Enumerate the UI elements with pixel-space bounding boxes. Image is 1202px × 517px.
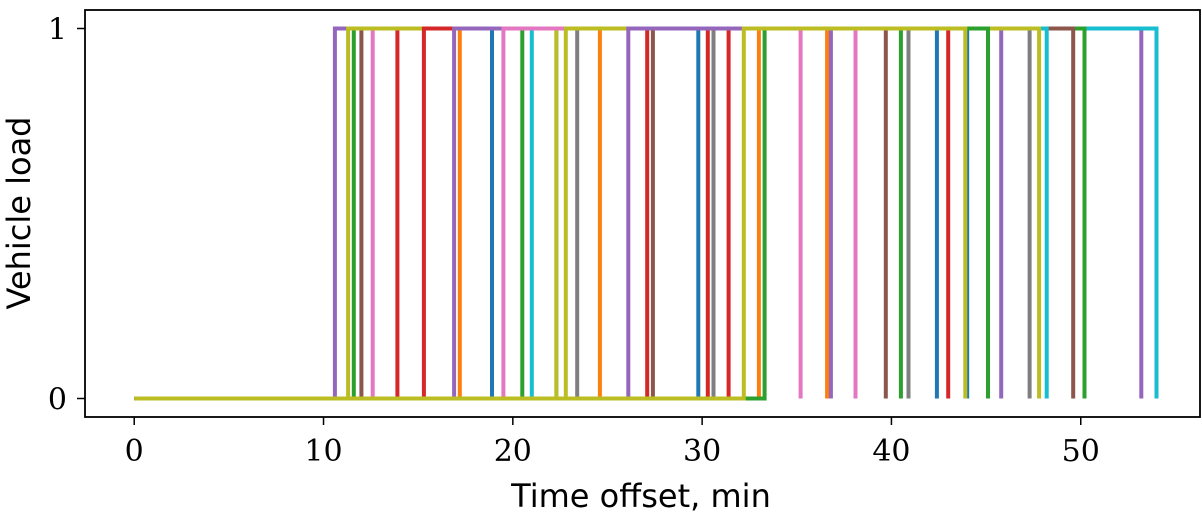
x-tick-label: 40 [872,434,910,469]
series-line-16 [134,26,939,401]
series-line-6 [134,26,970,401]
series-line-5 [134,26,830,401]
series-line-19 [134,26,1042,401]
series-line-12 [134,26,761,401]
x-axis: 0 10 20 30 40 50 [125,417,1100,469]
series-line-22 [134,26,833,401]
series-line-0 [134,26,1144,401]
x-axis-label: Time offset, min [510,477,771,515]
x-tick-label: 50 [1062,434,1100,469]
series-line-20 [134,26,710,401]
series-line-3 [134,26,1076,401]
series-line-14 [134,26,888,401]
x-tick-label: 20 [494,434,532,469]
y-axis: 01 [48,13,85,418]
series-line-7 [134,26,858,401]
x-tick-label: 10 [304,434,342,469]
x-tick-label: 0 [125,434,144,469]
x-tick-label: 30 [683,434,721,469]
series-line-23 [134,26,968,401]
series-line-10 [134,26,731,401]
series-layer [134,26,1159,401]
series-line-11 [134,26,903,401]
y-tick-label: 0 [48,383,67,418]
series-line-8 [134,26,1032,401]
series-line-17 [134,26,803,401]
y-axis-label: Vehicle load [0,117,38,310]
series-line-21 [134,26,990,401]
axes-frame [84,9,1201,418]
series-line-2 [134,26,1087,401]
y-tick-label: 1 [48,13,67,48]
